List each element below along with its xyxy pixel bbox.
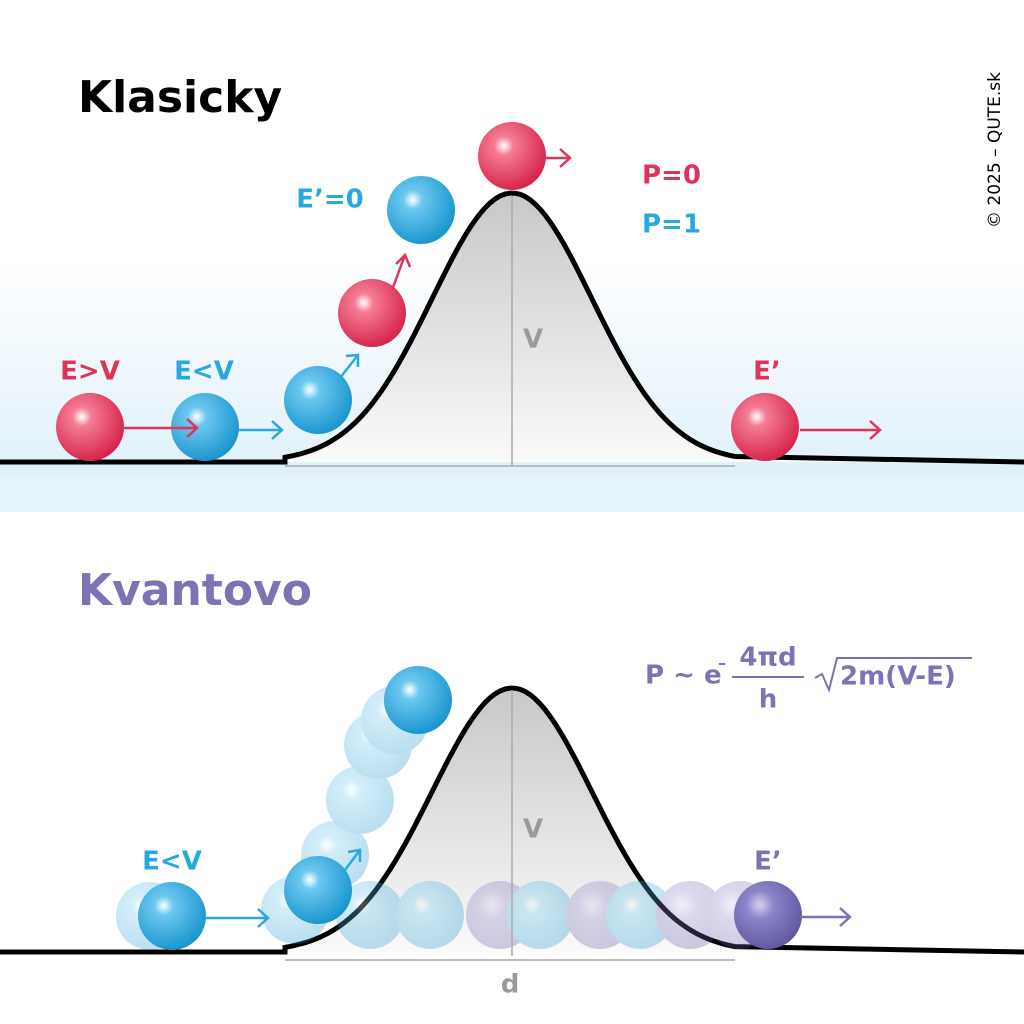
- formula-exponent-sign: –: [718, 654, 726, 673]
- arrow: [205, 908, 270, 928]
- ball: [56, 393, 124, 461]
- arrow: [800, 907, 852, 927]
- label: E<V: [174, 357, 234, 387]
- arrow: [344, 848, 362, 871]
- ball: [171, 393, 239, 461]
- formula-prefix: P ~ e: [645, 661, 722, 691]
- label: d: [501, 970, 520, 1000]
- ball: [731, 393, 799, 461]
- copyright: © 2025 – QUTE.sk: [985, 72, 1005, 228]
- ball: [326, 766, 394, 834]
- formula: P ~ e – 4πd h 2m(V-E): [645, 643, 972, 715]
- label: E’: [754, 847, 782, 877]
- label: P=1: [642, 210, 701, 240]
- ball: [606, 881, 674, 949]
- label: E’=0: [296, 185, 364, 215]
- arrow: [238, 420, 284, 440]
- ball: [284, 856, 352, 924]
- ball: [284, 366, 352, 434]
- formula-denominator: h: [759, 685, 778, 715]
- label: E’: [753, 357, 781, 387]
- title: Klasicky: [78, 72, 282, 123]
- label: E<V: [142, 847, 202, 877]
- ball: [734, 881, 802, 949]
- arrow: [390, 252, 412, 291]
- arrow: [800, 420, 882, 440]
- ball: [396, 881, 464, 949]
- ball: [336, 881, 404, 949]
- ball: [338, 279, 406, 347]
- formula-numerator: 4πd: [739, 643, 796, 673]
- arrow: [339, 353, 360, 379]
- title: Kvantovo: [78, 565, 312, 616]
- radical: [814, 657, 972, 694]
- label: V: [523, 815, 543, 845]
- label: E>V: [60, 357, 120, 387]
- ball: [384, 666, 452, 734]
- background: [0, 475, 1024, 512]
- arrows: [205, 848, 852, 928]
- formula-radicand: 2m(V-E): [840, 662, 956, 692]
- ball: [656, 881, 724, 949]
- ball: [138, 882, 206, 950]
- balls: [56, 122, 799, 461]
- faded-balls: [116, 686, 774, 950]
- arrow: [545, 148, 572, 168]
- ball: [387, 176, 455, 244]
- arrow: [122, 418, 199, 438]
- balls: [138, 666, 802, 950]
- ball: [478, 122, 546, 190]
- arrows: [122, 148, 882, 440]
- label: P=0: [642, 161, 701, 191]
- ball: [506, 881, 574, 949]
- label: V: [523, 325, 543, 355]
